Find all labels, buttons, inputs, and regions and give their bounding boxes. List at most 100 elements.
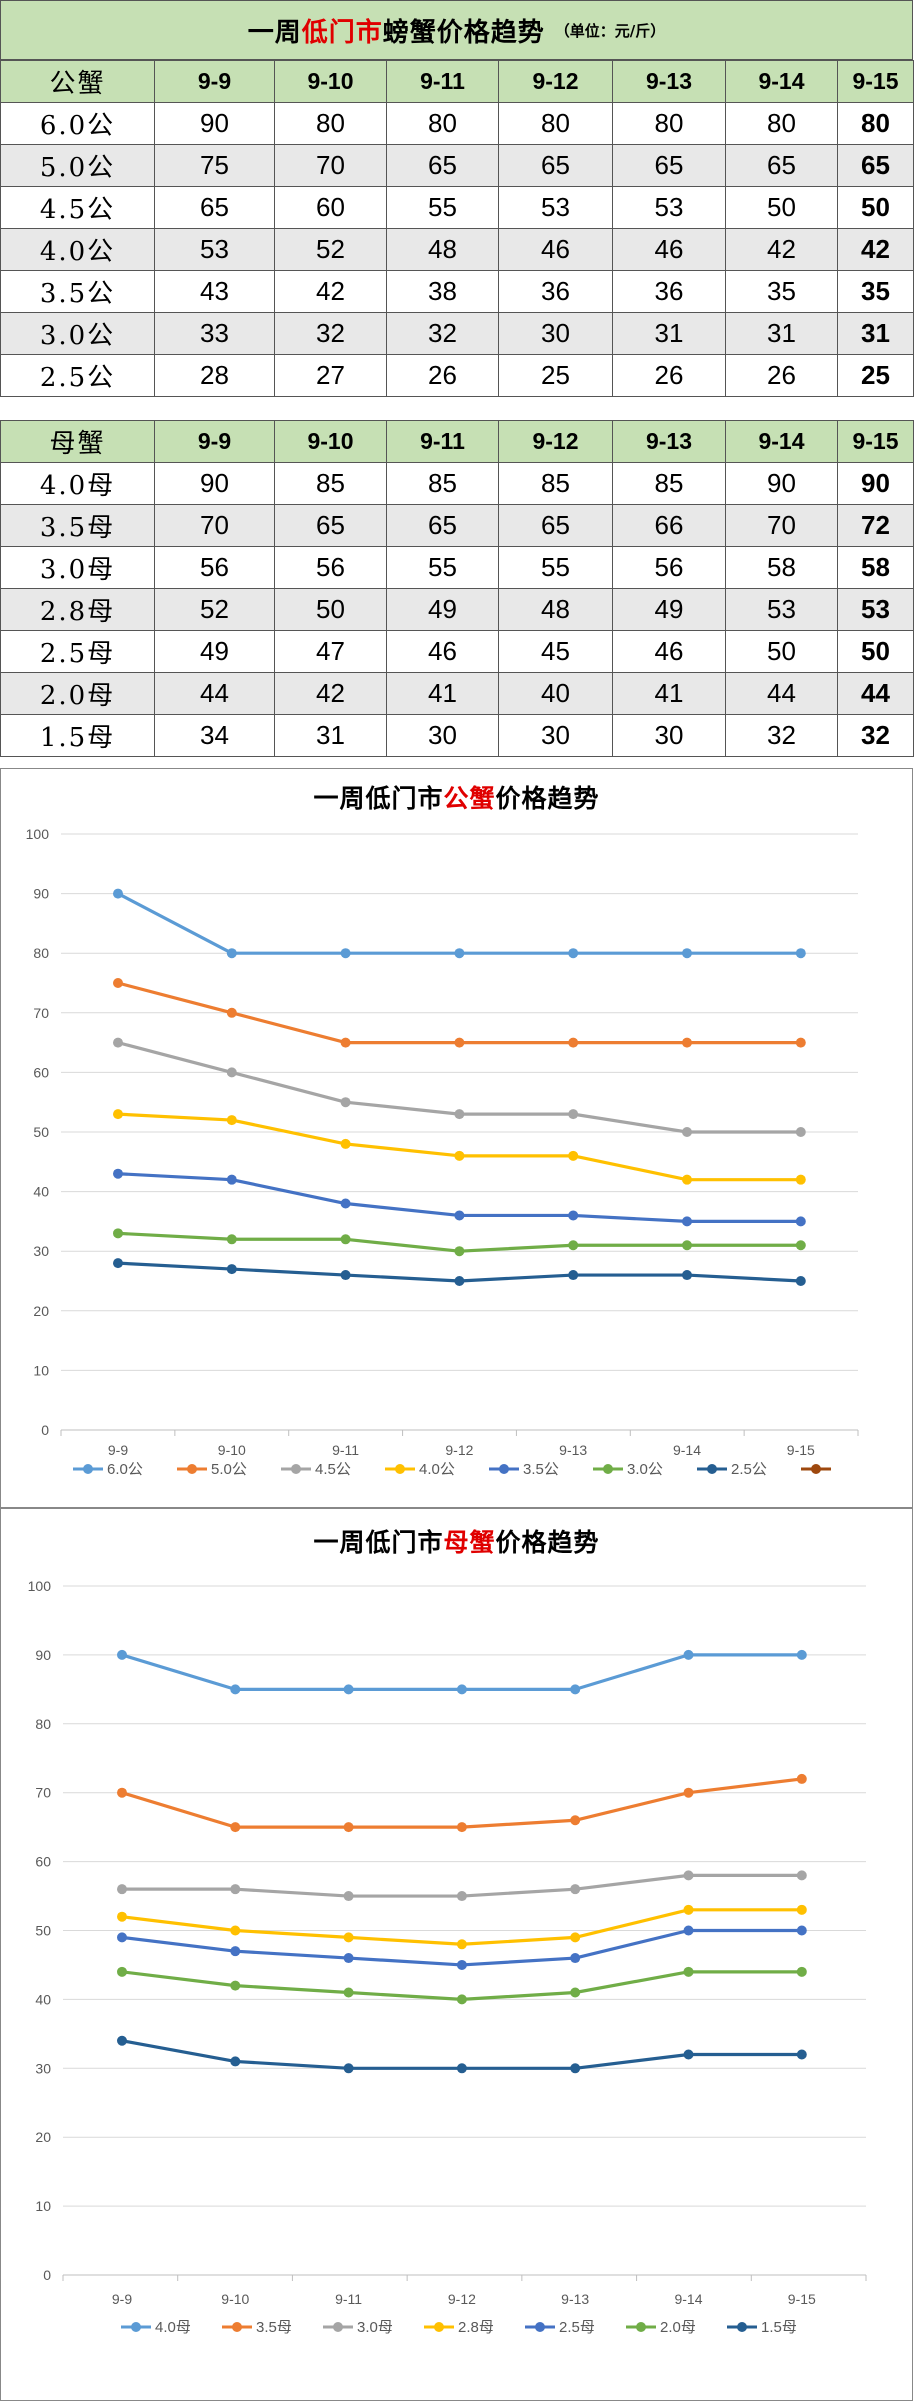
table-row: 3.5母 70 65 65 65 66 70 72 — [0, 504, 914, 547]
data-point — [454, 948, 465, 959]
data-point — [230, 1684, 241, 1695]
series-line — [117, 892, 801, 955]
data-point — [568, 1037, 579, 1048]
data-point — [113, 1109, 123, 1120]
x-tick-label: 9-15 — [788, 2291, 816, 2307]
y-tick-label: 80 — [35, 1716, 51, 1732]
price-cell: 43 — [154, 270, 275, 313]
data-point — [796, 1870, 807, 1881]
price-cell: 55 — [386, 546, 499, 589]
data-point — [568, 948, 579, 959]
price-cell: 49 — [386, 588, 499, 631]
x-tick-label: 9-13 — [561, 2291, 589, 2307]
data-point — [226, 1115, 237, 1126]
price-cell: 72 — [837, 504, 914, 547]
price-cell: 53 — [612, 186, 726, 229]
price-cell: 53 — [837, 588, 914, 631]
price-cell: 31 — [274, 714, 387, 757]
price-cell: 32 — [725, 714, 838, 757]
price-cell: 28 — [154, 354, 275, 397]
price-cell: 50 — [274, 588, 387, 631]
size-label: 4.0公 — [0, 228, 155, 271]
data-point — [796, 1649, 807, 1660]
price-cell: 75 — [154, 144, 275, 187]
female-price-table: 母蟹 9-9 9-10 9-11 9-12 9-13 9-14 9-15 4.0母 90 85 85 8… — [0, 420, 914, 757]
legend-marker — [187, 1464, 197, 1474]
price-cell: 70 — [725, 504, 838, 547]
date-header: 9-14 — [725, 420, 838, 463]
price-cell: 31 — [725, 312, 838, 355]
price-cell: 80 — [612, 102, 726, 145]
price-cell: 48 — [386, 228, 499, 271]
price-cell: 65 — [725, 144, 838, 187]
data-point — [456, 1684, 467, 1695]
y-tick-label: 70 — [35, 1785, 51, 1801]
data-point — [343, 2063, 354, 2074]
x-tick-label: 9-15 — [787, 1442, 815, 1458]
x-tick-label: 9-11 — [335, 2291, 362, 2307]
price-cell: 44 — [725, 672, 838, 715]
price-cell: 65 — [386, 144, 499, 187]
title-suffix: 螃蟹价格趋势 — [382, 17, 545, 48]
data-point — [230, 1946, 241, 1957]
price-cell: 80 — [498, 102, 613, 145]
price-cell: 42 — [274, 672, 387, 715]
legend-marker — [499, 1464, 509, 1474]
data-point — [343, 1987, 354, 1998]
male-chart-title-red: 公蟹 — [443, 784, 496, 813]
legend-label: 2.8母 — [458, 2319, 494, 2336]
table-row: 2.5公 28 27 26 25 26 26 25 — [0, 354, 914, 397]
data-point — [340, 1037, 351, 1048]
title-market: 低门市 — [301, 17, 383, 48]
date-header: 9-11 — [386, 420, 499, 463]
data-point — [570, 1684, 581, 1695]
price-cell: 46 — [612, 630, 726, 673]
data-point — [117, 1649, 127, 1660]
data-point — [682, 1037, 692, 1048]
price-cell: 65 — [386, 504, 499, 547]
date-header: 9-12 — [498, 420, 613, 463]
price-cell: 90 — [725, 462, 838, 505]
data-point — [682, 948, 692, 959]
price-cell: 33 — [154, 312, 275, 355]
x-tick-label: 9-9 — [112, 2291, 132, 2307]
data-point — [683, 1925, 694, 1936]
legend-label: 3.5公 — [523, 1461, 559, 1478]
female-chart-title-post: 价格趋势 — [495, 1528, 600, 1557]
data-point — [456, 2063, 467, 2074]
legend-marker — [636, 2322, 646, 2332]
data-point — [795, 1240, 806, 1251]
table-row: 3.0母 56 56 55 55 56 58 58 — [0, 546, 914, 589]
date-header: 9-12 — [498, 60, 613, 103]
price-cell: 50 — [725, 186, 838, 229]
data-point — [796, 1773, 807, 1784]
size-label: 2.8母 — [0, 588, 155, 631]
price-cell: 85 — [274, 462, 387, 505]
data-point — [454, 1037, 465, 1048]
price-cell: 44 — [154, 672, 275, 715]
legend-marker — [291, 1464, 301, 1474]
data-point — [113, 1168, 123, 1179]
data-point — [454, 1246, 465, 1257]
price-cell: 65 — [612, 144, 726, 187]
x-tick-label: 9-13 — [559, 1442, 587, 1458]
data-point — [340, 1138, 351, 1149]
date-header: 9-9 — [154, 420, 275, 463]
price-cell: 65 — [837, 144, 914, 187]
data-point — [682, 1240, 692, 1251]
data-point — [456, 1822, 467, 1833]
data-point — [226, 1067, 237, 1078]
table-row: 2.8母 52 50 49 48 49 53 53 — [0, 588, 914, 631]
data-point — [117, 1932, 127, 1943]
price-cell: 70 — [274, 144, 387, 187]
legend-marker — [535, 2322, 545, 2332]
date-header: 9-15 — [837, 60, 914, 103]
legend-label: 4.5公 — [315, 1461, 351, 1478]
legend-label: 3.0公 — [627, 1461, 663, 1478]
size-label: 3.5公 — [0, 270, 155, 313]
legend-marker — [434, 2322, 444, 2332]
price-cell: 27 — [274, 354, 387, 397]
table-header-label: 公蟹 — [0, 60, 155, 103]
size-label: 2.5公 — [0, 354, 155, 397]
price-cell: 30 — [386, 714, 499, 757]
